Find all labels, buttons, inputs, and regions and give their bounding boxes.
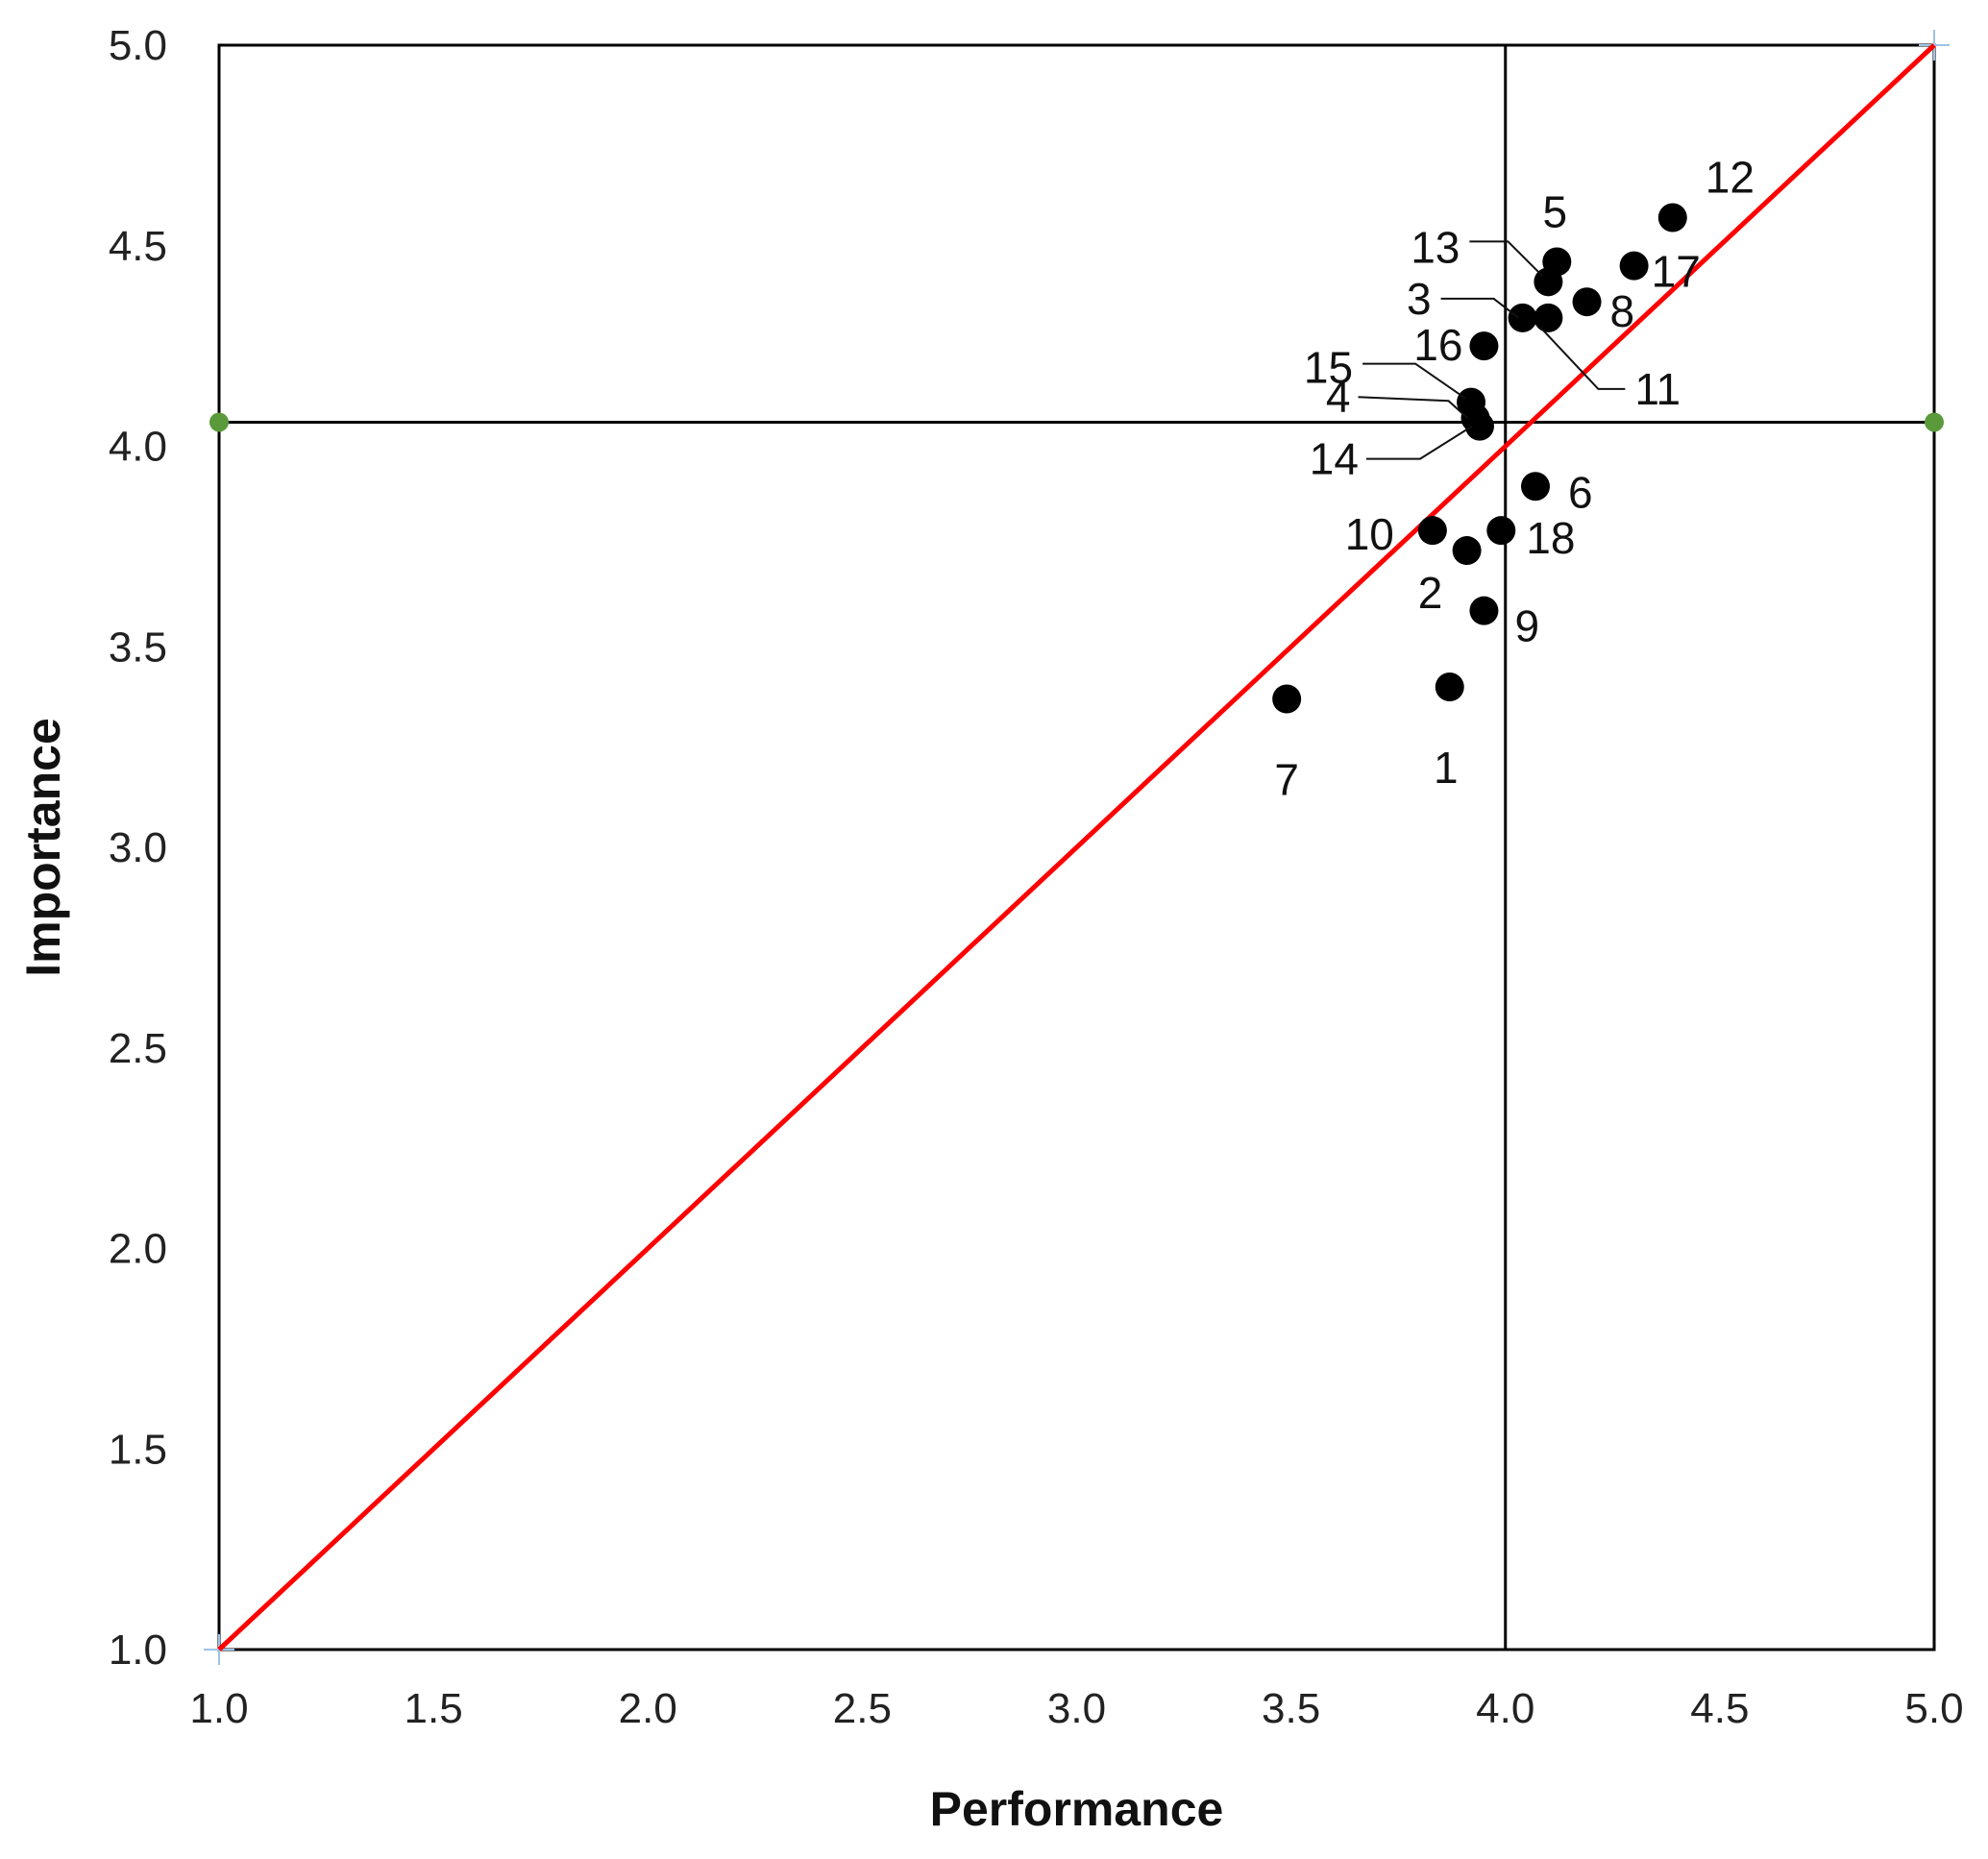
point-label-11: 11 [1634, 364, 1681, 414]
point-label-10: 10 [1345, 509, 1394, 559]
x-tick-label: 1.5 [405, 1685, 463, 1732]
point-label-17: 17 [1652, 247, 1701, 297]
x-tick-label: 2.5 [833, 1685, 892, 1732]
leader-line-3 [1440, 297, 1520, 319]
data-point-11 [1534, 303, 1563, 332]
x-tick-label: 2.0 [619, 1685, 677, 1732]
point-label-7: 7 [1274, 755, 1299, 805]
point-label-4: 4 [1326, 371, 1351, 421]
y-tick-label: 4.5 [109, 223, 167, 270]
point-label-12: 12 [1706, 153, 1755, 203]
y-tick-label: 3.0 [109, 824, 167, 871]
y-tick-label: 3.5 [109, 624, 167, 671]
point-label-13: 13 [1411, 222, 1460, 272]
y-axis-title: Importance [16, 718, 70, 977]
data-point-1 [1435, 673, 1464, 701]
y-tick-label: 1.0 [109, 1627, 167, 1674]
point-label-3: 3 [1407, 274, 1432, 324]
label-leader-lines [1358, 240, 1626, 460]
data-point-15 [1457, 387, 1486, 417]
point-label-14: 14 [1310, 434, 1359, 484]
point-label-18: 18 [1526, 513, 1575, 563]
x-tick-label: 1.0 [189, 1685, 248, 1732]
x-tick-label: 5.0 [1904, 1685, 1963, 1732]
iso-rating-diagonal-line [217, 43, 1936, 1651]
reference-lines [209, 43, 1944, 1651]
leader-line-13 [1469, 240, 1544, 278]
plot-frame-group [204, 30, 1950, 1665]
data-point-16 [1469, 331, 1499, 361]
point-label-5: 5 [1543, 186, 1568, 236]
point-label-15: 15 [1304, 343, 1353, 393]
leader-line-11 [1539, 327, 1626, 390]
x-tick-label: 3.5 [1262, 1685, 1320, 1732]
data-point-3 [1508, 303, 1537, 332]
x-tick-labels: 1.0 1.5 2.0 2.5 3.0 3.5 4.0 4.5 5.0 [189, 1685, 1963, 1732]
leader-line-15 [1362, 362, 1466, 400]
data-point-18 [1486, 516, 1516, 546]
x-tick-label: 4.0 [1476, 1685, 1534, 1732]
y-tick-label: 2.5 [109, 1025, 167, 1072]
data-point-2 [1452, 536, 1482, 566]
data-point-6 [1520, 472, 1550, 501]
point-label-9: 9 [1514, 601, 1539, 651]
data-point-14 [1464, 411, 1494, 441]
leader-line-4 [1358, 396, 1469, 420]
point-label-6: 6 [1568, 467, 1593, 517]
x-tick-label: 4.5 [1690, 1685, 1749, 1732]
point-label-1: 1 [1434, 743, 1459, 793]
leader-line-14 [1365, 425, 1473, 460]
x-axis-title: Performance [930, 1782, 1224, 1836]
y-tick-label: 5.0 [109, 22, 167, 69]
y-tick-labels: 1.0 1.5 2.0 2.5 3.0 3.5 4.0 4.5 5.0 [109, 22, 167, 1674]
point-label-2: 2 [1418, 568, 1443, 618]
data-point-12 [1657, 203, 1687, 232]
data-points [1272, 203, 1687, 714]
data-point-8 [1572, 287, 1602, 317]
data-point-9 [1469, 596, 1499, 625]
point-label-16: 16 [1413, 320, 1462, 370]
data-point-17 [1619, 251, 1649, 281]
y-tick-label: 4.0 [109, 424, 167, 471]
plot-border [217, 43, 1936, 1651]
data-point-10 [1417, 516, 1447, 546]
y-tick-label: 1.5 [109, 1426, 167, 1473]
data-point-7 [1272, 684, 1302, 714]
mean-line-marker-left [209, 412, 229, 432]
mean-line-marker-right [1925, 412, 1944, 432]
point-label-8: 8 [1610, 286, 1635, 336]
x-tick-label: 3.0 [1047, 1685, 1106, 1732]
y-tick-label: 2.0 [109, 1226, 167, 1273]
